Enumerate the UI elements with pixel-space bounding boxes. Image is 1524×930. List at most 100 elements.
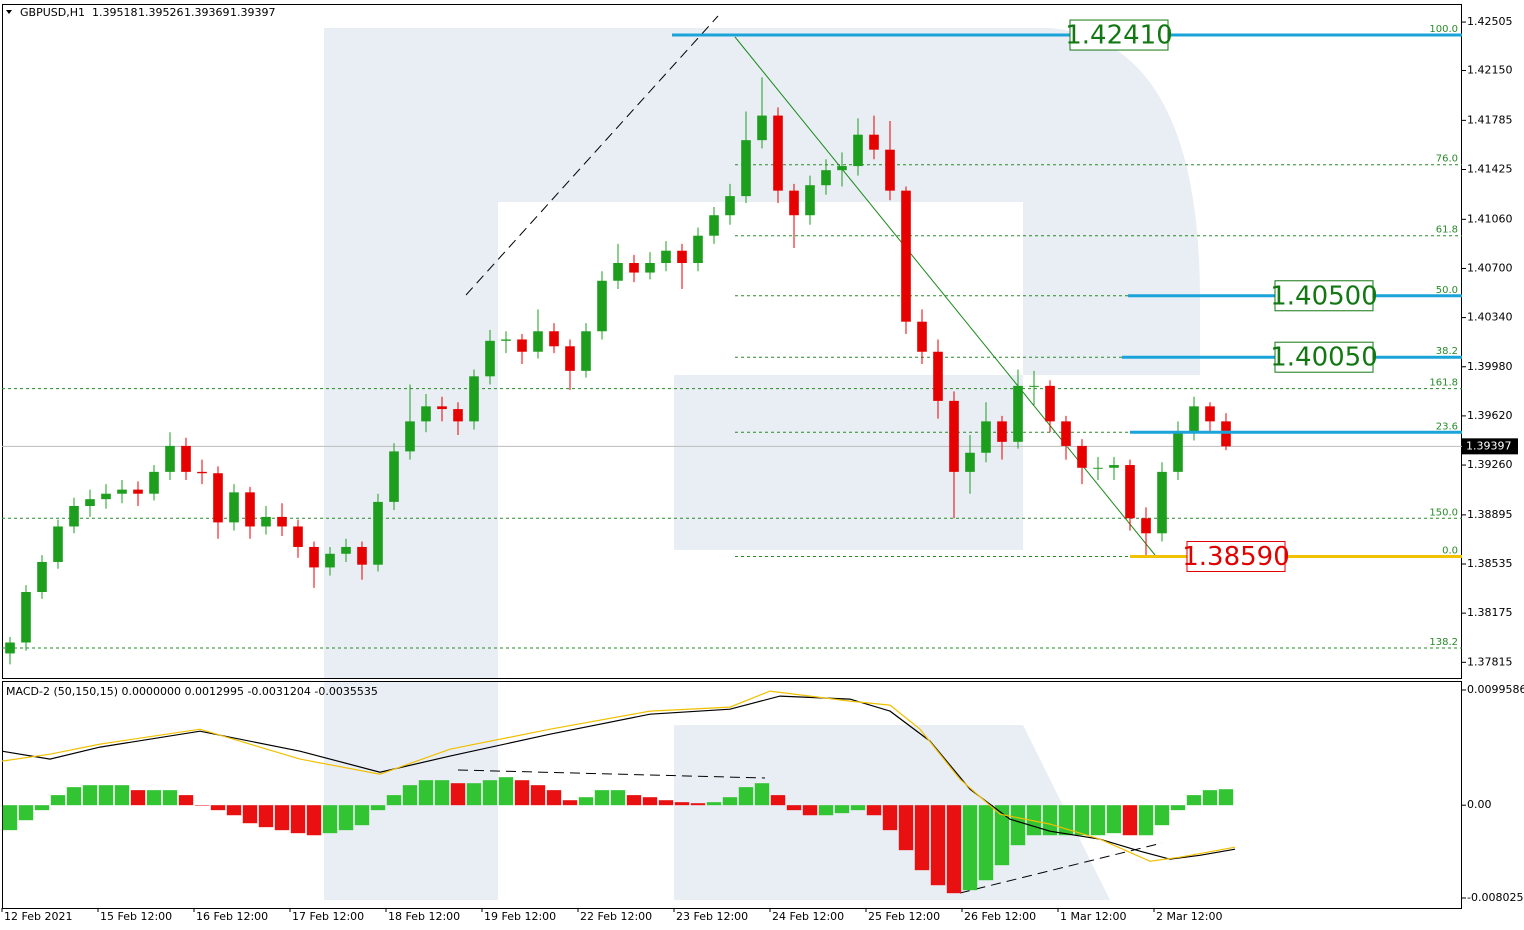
candle-body xyxy=(981,421,991,453)
histogram-bar xyxy=(338,805,354,831)
histogram-bar xyxy=(610,790,626,806)
trend-line xyxy=(465,15,719,296)
histogram-bar xyxy=(258,805,274,828)
candle-body xyxy=(661,250,671,264)
candle-body xyxy=(85,499,95,506)
header-value: 1.39526 xyxy=(138,6,184,19)
histogram-bar xyxy=(82,785,98,806)
macd-panel xyxy=(2,681,1462,909)
level-box xyxy=(1186,541,1286,573)
x-tick-label: 17 Feb 12:00 xyxy=(292,910,364,923)
histogram-bar xyxy=(898,805,914,851)
level-box xyxy=(1069,19,1169,51)
histogram-bar xyxy=(658,800,674,806)
histogram-bar xyxy=(370,805,386,811)
fib-level-label: 23.6 xyxy=(1436,421,1458,432)
histogram-bar xyxy=(50,795,66,806)
fib-level-label: 76.0 xyxy=(1436,154,1458,165)
histogram-bar xyxy=(850,805,866,811)
candle-body xyxy=(1221,421,1231,447)
candle-body xyxy=(1125,465,1135,519)
candle-body xyxy=(805,185,815,216)
candle-body xyxy=(901,190,911,322)
histogram-bar xyxy=(162,790,178,806)
x-tick-label: 12 Feb 2021 xyxy=(4,910,72,923)
histogram-bar xyxy=(466,783,482,806)
fib-level-label: 138.2 xyxy=(1429,637,1458,648)
x-tick-label: 22 Feb 12:00 xyxy=(580,910,652,923)
candle-body xyxy=(53,526,63,562)
histogram-bar xyxy=(834,805,850,814)
x-tick-label: 16 Feb 12:00 xyxy=(196,910,268,923)
candle-body xyxy=(1109,465,1119,468)
candle-body xyxy=(5,642,15,654)
candle-body xyxy=(117,489,127,494)
y-tick-label: 1.40700 xyxy=(1467,261,1513,274)
candle-body xyxy=(309,546,319,568)
candle-body xyxy=(1093,467,1103,469)
candle-body xyxy=(869,134,879,150)
histogram-bar xyxy=(114,785,130,806)
candle-body xyxy=(21,591,31,643)
candle-body xyxy=(101,493,111,500)
candle-body xyxy=(197,471,207,474)
current-price-box xyxy=(1462,438,1518,455)
histogram-bar xyxy=(738,787,754,806)
y-tick-label: 1.42150 xyxy=(1467,64,1513,77)
header-value: 1.39397 xyxy=(230,6,276,19)
histogram-bar xyxy=(786,805,802,811)
x-tick-label: 2 Mar 12:00 xyxy=(1156,910,1222,923)
histogram-bar xyxy=(562,800,578,806)
candle-body xyxy=(1205,406,1215,422)
watermark-shape xyxy=(324,28,1200,678)
level-label: 1.42410 xyxy=(1065,21,1173,51)
candle-body xyxy=(1189,406,1199,433)
candle-body xyxy=(565,346,575,371)
histogram-bar xyxy=(434,780,450,806)
y-tick-label: 1.37815 xyxy=(1467,655,1513,668)
candle-body xyxy=(501,339,511,341)
histogram-bar xyxy=(450,783,466,806)
histogram-bar xyxy=(194,805,210,806)
candle-body xyxy=(485,340,495,377)
y-tick-label: 0.0099586 xyxy=(1467,683,1524,696)
candle-body xyxy=(933,351,943,401)
x-tick-label: 23 Feb 12:00 xyxy=(676,910,748,923)
candle-body xyxy=(677,250,687,264)
histogram-bar xyxy=(1170,805,1186,811)
candle-body xyxy=(437,406,447,410)
histogram-bar xyxy=(1090,805,1106,836)
candle-body xyxy=(821,170,831,186)
price-panel xyxy=(2,4,1462,679)
histogram-bar xyxy=(1154,805,1170,826)
header-arrow xyxy=(6,10,12,14)
candle-body xyxy=(1157,471,1167,534)
histogram-bar xyxy=(594,790,610,806)
histogram-bar xyxy=(674,802,690,806)
candle-body xyxy=(533,331,543,352)
candle-body xyxy=(773,115,783,191)
y-tick-label: 1.41785 xyxy=(1467,113,1513,126)
candle-body xyxy=(293,526,303,547)
candle-body xyxy=(517,339,527,352)
macd-line xyxy=(1,690,1236,862)
candle-body xyxy=(1061,421,1071,446)
histogram-bar xyxy=(306,805,322,836)
candle-body xyxy=(885,149,895,191)
fib-level-label: 38.2 xyxy=(1436,346,1458,357)
histogram-bar xyxy=(386,795,402,806)
candle-body xyxy=(277,516,287,527)
header-value: 1.39518 xyxy=(92,6,138,19)
candle-body xyxy=(469,376,479,422)
candle-body xyxy=(1173,432,1183,472)
level-label: 1.40050 xyxy=(1270,343,1378,373)
candle-body xyxy=(1029,385,1039,387)
y-tick-label: 1.41425 xyxy=(1467,162,1513,175)
candle-body xyxy=(341,546,351,554)
fib-level-label: 100.0 xyxy=(1429,24,1458,35)
histogram-bar xyxy=(242,805,258,824)
x-tick-label: 26 Feb 12:00 xyxy=(964,910,1036,923)
histogram-bar xyxy=(1042,805,1058,836)
histogram-bar xyxy=(1106,805,1122,834)
